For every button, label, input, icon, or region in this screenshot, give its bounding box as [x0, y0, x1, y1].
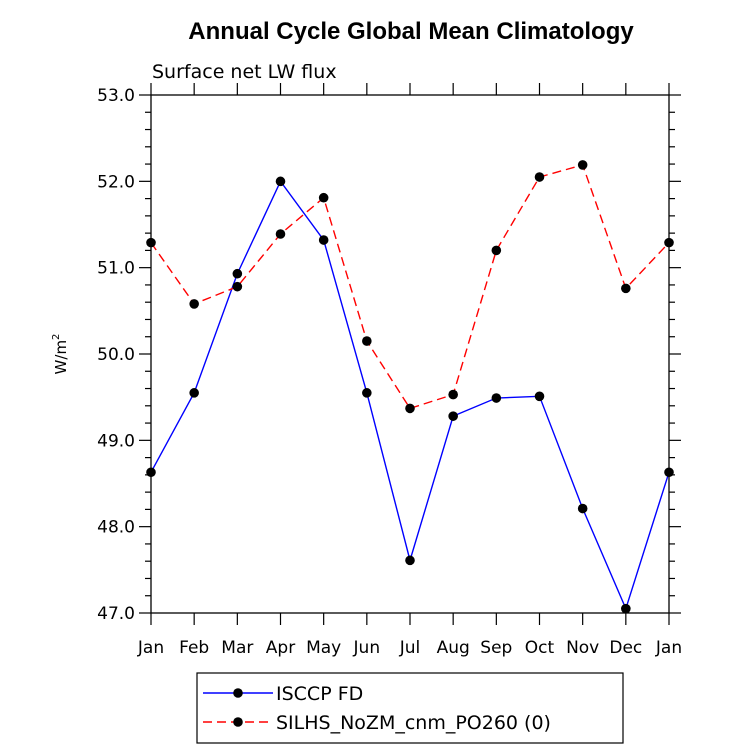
y-axis-ticks: [139, 94, 681, 614]
y-tick-label: 50.0: [97, 345, 135, 365]
chart-subtitle: Surface net LW flux: [152, 61, 337, 83]
legend-label-isccp-fd: ISCCP FD: [276, 683, 363, 705]
data-point-isccp-fd: [577, 503, 588, 514]
data-point-silhs-model: [491, 245, 502, 256]
x-tick-label: Mar: [221, 638, 253, 658]
y-axis-label-exponent: 2: [51, 334, 62, 340]
x-axis-tick-labels: Jan Feb Mar Apr May Jun Jul Aug Sep Oct Nov Dec Jan: [137, 638, 682, 658]
legend-entry-silhs-model: SILHS_NoZM_cnm_PO260 (0): [203, 712, 551, 734]
x-tick-label: Apr: [266, 638, 295, 658]
series-layer: [146, 160, 674, 614]
data-point-isccp-fd: [491, 393, 502, 403]
legend-entries: ISCCP FD SILHS_NoZM_cnm_PO260 (0): [203, 683, 551, 734]
legend-label-silhs-model: SILHS_NoZM_cnm_PO260 (0): [276, 712, 551, 734]
data-point-silhs-model: [275, 229, 286, 239]
data-point-silhs-model: [448, 389, 458, 400]
x-tick-label: Jul: [399, 638, 421, 658]
data-point-silhs-model: [189, 299, 199, 309]
data-point-isccp-fd: [318, 235, 329, 245]
data-point-silhs-model: [534, 172, 545, 182]
series-silhs-model: [146, 160, 674, 414]
legend-marker-silhs-model: [233, 717, 243, 727]
x-tick-label: Dec: [609, 638, 642, 658]
y-tick-label: 53.0: [97, 86, 135, 106]
data-point-isccp-fd: [534, 391, 545, 402]
legend-marker-isccp-fd: [233, 688, 243, 698]
y-tick-label: 49.0: [97, 431, 135, 451]
plot-frame: [150, 94, 670, 614]
data-point-isccp-fd: [362, 388, 372, 398]
y-axis-tick-labels: 47.0 48.0 49.0 50.0 51.0 52.0 53.0: [97, 86, 135, 624]
x-tick-label: Jan: [655, 638, 682, 658]
data-point-isccp-fd: [189, 388, 199, 398]
y-axis-label-base: W/m: [52, 340, 70, 375]
data-point-isccp-fd: [146, 467, 156, 478]
x-tick-label: Aug: [437, 638, 470, 658]
data-point-silhs-model: [664, 237, 674, 248]
data-point-isccp-fd: [621, 603, 631, 614]
data-point-isccp-fd: [664, 467, 674, 478]
x-tick-label: Oct: [525, 638, 555, 658]
x-axis-ticks: [150, 83, 670, 625]
data-point-isccp-fd: [405, 555, 415, 566]
data-point-isccp-fd: [275, 176, 286, 187]
x-tick-label: Sep: [480, 638, 512, 658]
series-line-isccp-fd: [150, 179, 670, 611]
data-point-silhs-model: [577, 160, 588, 170]
x-tick-label: Nov: [566, 638, 599, 658]
data-point-silhs-model: [621, 283, 631, 294]
x-tick-label: May: [306, 638, 341, 658]
series-line-silhs-model: [150, 164, 670, 410]
x-tick-label: Feb: [179, 638, 209, 658]
data-point-isccp-fd: [232, 268, 243, 279]
data-point-silhs-model: [232, 281, 243, 292]
x-tick-label: Jun: [353, 638, 381, 658]
y-tick-label: 47.0: [97, 604, 135, 624]
series-isccp-fd: [146, 176, 674, 614]
legend: ISCCP FD SILHS_NoZM_cnm_PO260 (0): [196, 672, 624, 744]
y-tick-label: 51.0: [97, 259, 135, 279]
y-tick-label: 48.0: [97, 518, 135, 538]
chart-title: Annual Cycle Global Mean Climatology: [188, 18, 634, 45]
data-point-silhs-model: [405, 403, 415, 414]
legend-box: [196, 672, 624, 744]
y-axis-label: W/m2: [51, 334, 70, 375]
data-point-silhs-model: [362, 336, 372, 346]
legend-entry-isccp-fd: ISCCP FD: [203, 683, 363, 705]
data-point-silhs-model: [318, 192, 329, 203]
data-point-silhs-model: [146, 237, 156, 248]
y-tick-label: 52.0: [97, 172, 135, 192]
x-tick-label: Jan: [137, 638, 164, 658]
data-point-isccp-fd: [448, 411, 458, 421]
